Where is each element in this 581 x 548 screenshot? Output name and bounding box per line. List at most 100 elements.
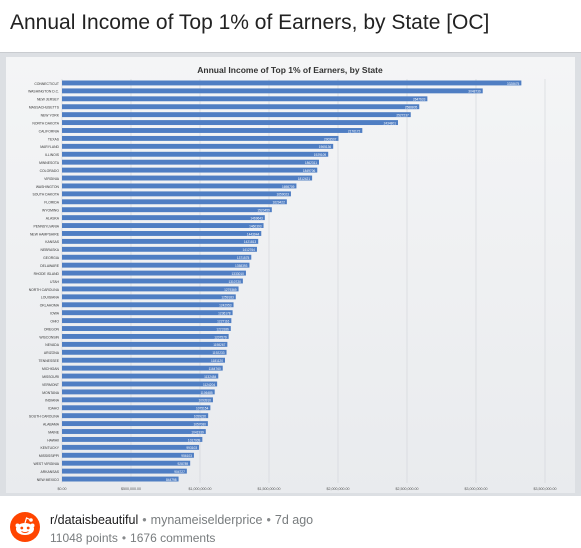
data-label: 2176172 (348, 129, 361, 133)
bar (62, 310, 233, 316)
bar (62, 302, 234, 308)
bar (62, 104, 420, 110)
chart-title: Annual Income of Top 1% of Earners, by S… (197, 65, 383, 75)
bar (62, 294, 236, 300)
post-footer: r/dataisbeautiful • mynameiselderprice • 7d … (0, 506, 581, 548)
category-label: NEW JERSEY (37, 98, 60, 102)
category-label: NEW HAMPSHIRE (30, 232, 60, 236)
bar (62, 460, 191, 466)
data-label: 1333010 (232, 272, 245, 276)
data-label: 844798 (166, 478, 177, 482)
category-label: NORTH DAKOTA (32, 121, 59, 125)
category-label: MICHIGAN (42, 367, 60, 371)
bar (62, 238, 259, 244)
category-label: UTAH (50, 280, 60, 284)
data-label: 1236178 (218, 312, 231, 316)
bar (62, 112, 411, 118)
author-link[interactable]: mynameiselderprice (150, 513, 263, 527)
bar (62, 476, 179, 482)
category-label: WISCONSIN (39, 335, 59, 339)
category-label: NORTH CAROLINA (29, 288, 60, 292)
bar (62, 143, 334, 149)
data-label: 3048739 (468, 90, 481, 94)
category-label: RHODE ISLAND (34, 272, 60, 276)
category-label: COLORADO (40, 169, 60, 173)
data-label: 904727 (174, 470, 185, 474)
category-label: VERMONT (42, 383, 59, 387)
bar (62, 207, 272, 213)
bar (62, 468, 187, 474)
category-label: MISSISSIPPI (39, 454, 59, 458)
chart-area: Annual Income of Top 1% of Earners, by S… (6, 57, 575, 493)
bar (62, 215, 265, 221)
bar (62, 88, 483, 94)
x-tick-label: $1,500,000.00 (258, 487, 281, 491)
data-label: 1017009 (188, 438, 201, 442)
category-label: HAWAII (47, 438, 59, 442)
x-tick-label: $3,000,000.00 (465, 487, 488, 491)
data-label: 1181120 (211, 359, 223, 363)
category-label: WYOMING (42, 209, 59, 213)
bar (62, 405, 211, 411)
bar (62, 223, 264, 229)
category-label: MASSACHUSETTS (29, 106, 60, 110)
separator-dot: • (266, 513, 271, 527)
data-label: 1057080 (193, 422, 206, 426)
bar (62, 159, 319, 165)
data-label: 1310720 (228, 280, 241, 284)
x-tick-label: $2,000,000.00 (327, 487, 350, 491)
post-meta: r/dataisbeautiful • mynameiselderprice • 7d … (50, 512, 313, 528)
data-label: 1075154 (196, 407, 209, 411)
category-label: IOWA (50, 312, 60, 316)
category-label: NEVADA (45, 343, 59, 347)
category-label: KENTUCKY (41, 446, 60, 450)
bar (62, 128, 363, 133)
reddit-alien-icon[interactable] (10, 512, 40, 542)
data-label: 1460393 (249, 224, 262, 228)
data-label: 2527237 (396, 114, 409, 118)
bar (62, 429, 206, 434)
bar (62, 175, 313, 181)
bar (62, 80, 522, 86)
category-label: LOUISIANA (41, 296, 60, 300)
bar (62, 286, 239, 292)
bar (62, 452, 194, 458)
data-label: 1198267 (213, 343, 225, 347)
data-label: 1520459 (257, 209, 270, 213)
category-label: ARIZONA (44, 351, 60, 355)
data-label: 1132484 (204, 375, 216, 379)
data-label: 1207579 (214, 335, 227, 339)
category-label: NEW YORK (41, 114, 60, 118)
x-tick-labels: $0.00 $500,000.00 $1,000,000.00 $1,500,000.… (58, 487, 557, 491)
bar-chart: Annual Income of Top 1% of Earners, by S… (28, 65, 557, 491)
bar (62, 96, 428, 102)
subreddit-link[interactable]: r/dataisbeautiful (50, 513, 139, 527)
bar (62, 254, 252, 260)
category-label: CONNECTICUT (34, 82, 59, 86)
data-label: 1124204 (203, 383, 215, 387)
category-label: OHIO (50, 319, 59, 323)
category-label: ILLINOIS (45, 153, 60, 157)
bar (62, 373, 219, 379)
category-label: ALABAMA (43, 422, 60, 426)
bar (62, 349, 227, 355)
bar (62, 413, 209, 419)
category-label: KANSAS (45, 240, 59, 244)
separator-dot: • (142, 513, 147, 527)
data-label: 1421813 (244, 240, 257, 244)
bar (62, 135, 339, 141)
data-label: 1443944 (247, 232, 260, 236)
data-label: 993103 (186, 446, 197, 450)
category-label: WASHINGTON (36, 185, 60, 189)
data-label: 1279369 (224, 288, 237, 292)
data-label: 1629422 (272, 201, 285, 205)
category-label: GEORGIA (43, 256, 60, 260)
comments-link[interactable]: 1676 comments (130, 531, 216, 545)
data-label: 1227116 (217, 319, 229, 323)
post-title[interactable]: Annual Income of Top 1% of Earners, by S… (10, 11, 490, 34)
bar (62, 318, 232, 324)
category-label: TEXAS (48, 137, 60, 141)
category-label: WASHINGTON D.C. (28, 90, 59, 94)
category-label: ARKANSAS (41, 470, 60, 474)
post-image[interactable]: Annual Income of Top 1% of Earners, by S… (0, 52, 581, 496)
